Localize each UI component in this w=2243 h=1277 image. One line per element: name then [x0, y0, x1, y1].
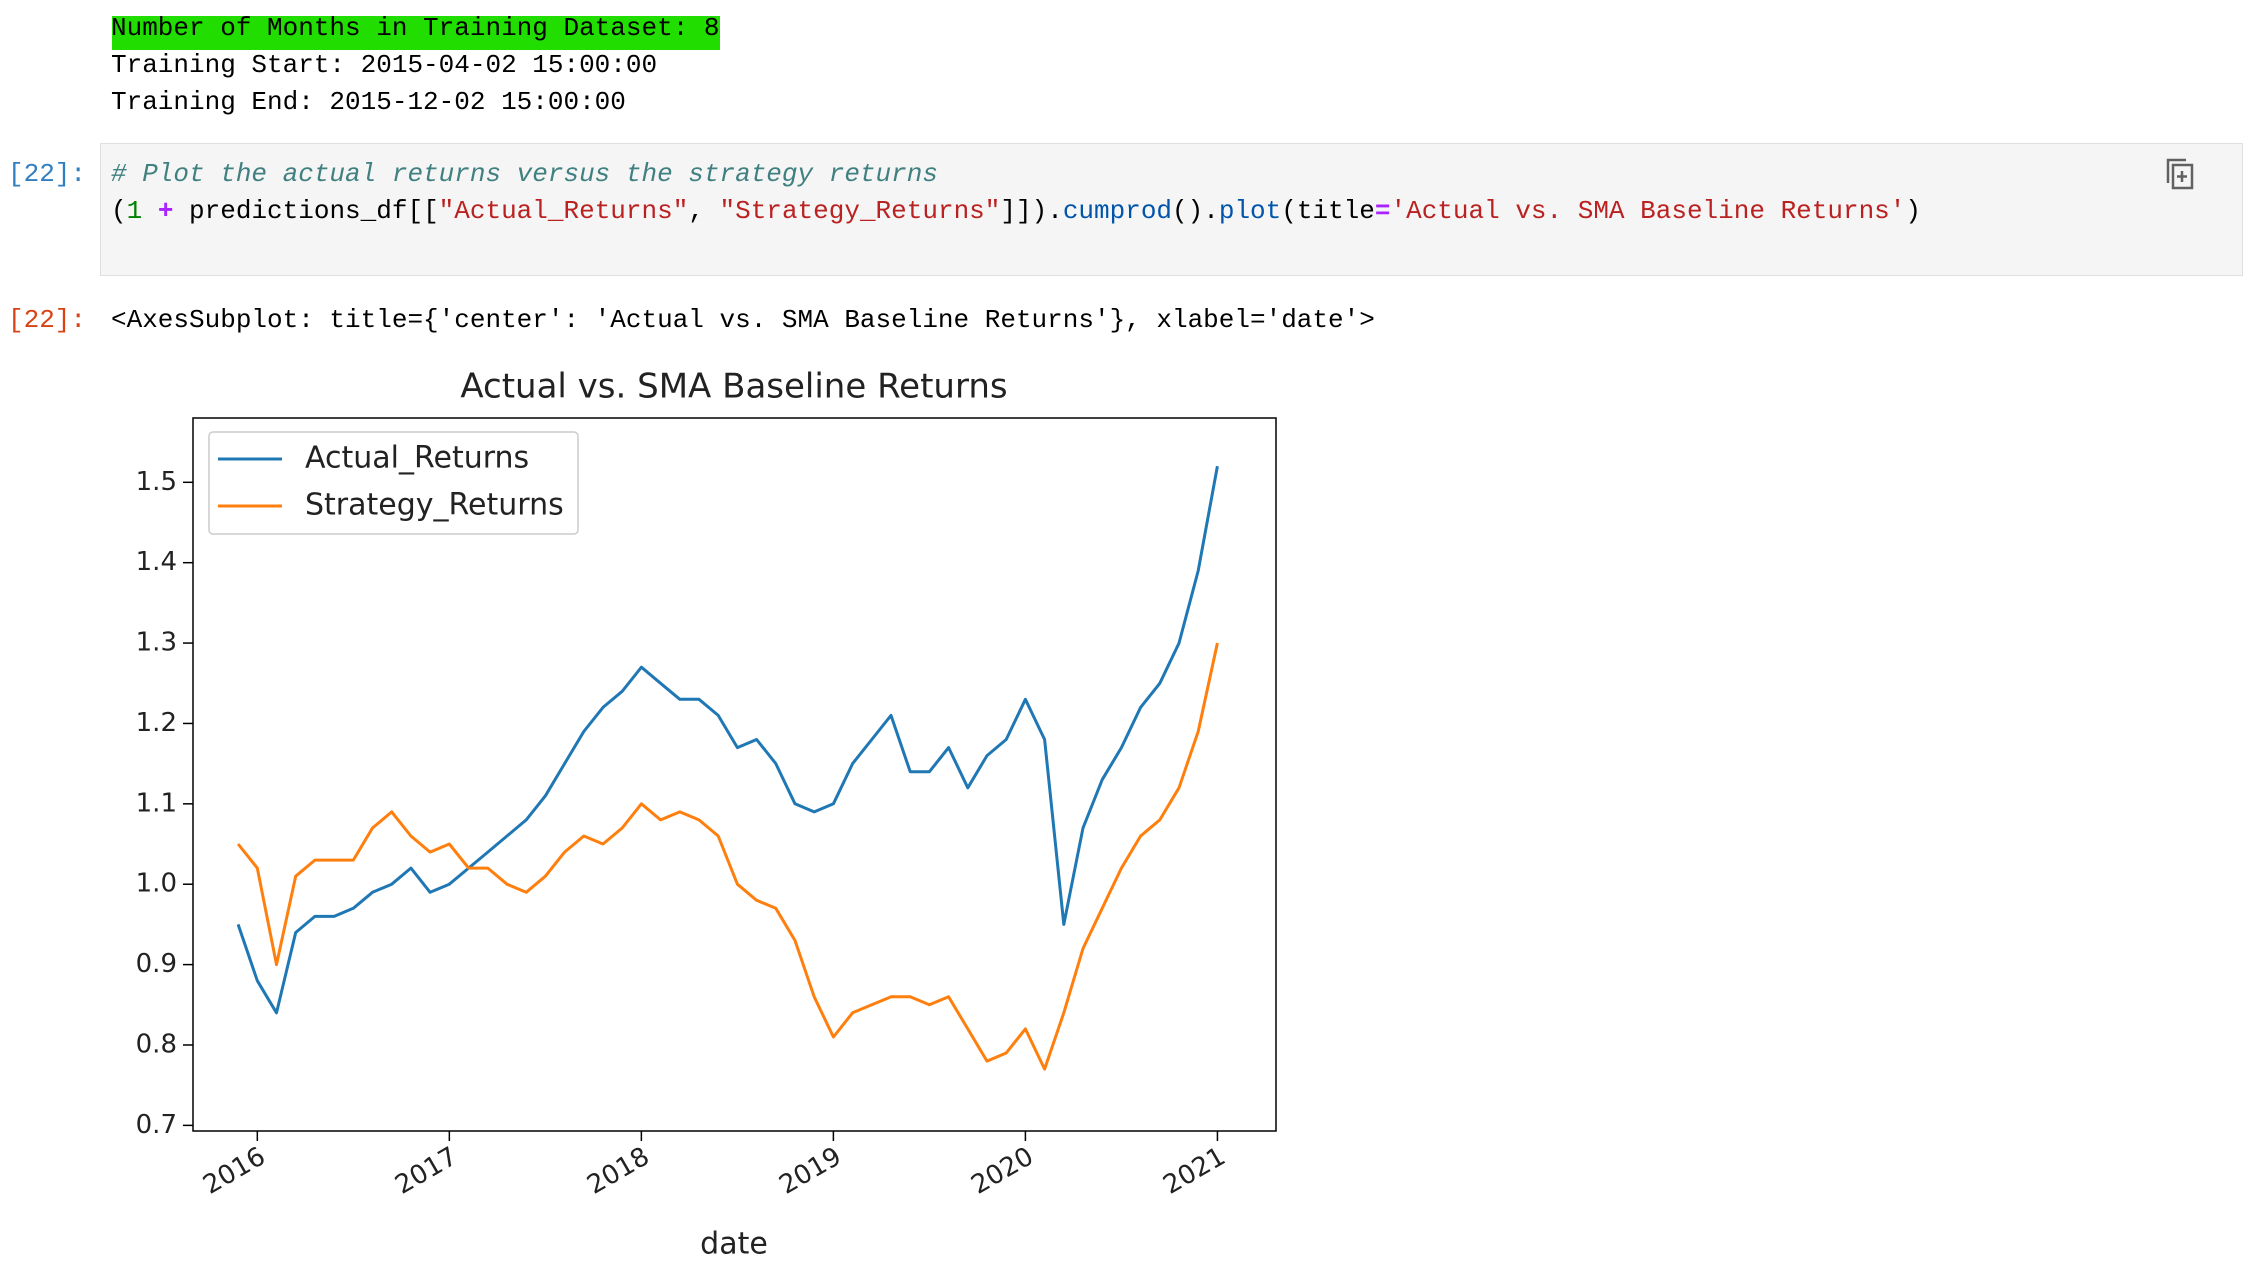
- highlight: [112, 16, 720, 50]
- series-line: [236, 465, 1219, 1015]
- code-token: "Actual_Returns": [438, 196, 689, 226]
- output-repr: <AxesSubplot: title={'center': 'Actual v…: [111, 305, 1375, 335]
- y-tick-label: 1.1: [136, 788, 177, 818]
- x-tick-label: 2020: [966, 1142, 1038, 1201]
- copy-icon[interactable]: [2164, 157, 2196, 191]
- chart: Actual vs. SMA Baseline Returns date 0.7…: [136, 367, 1277, 1262]
- code-token: ().: [1172, 196, 1219, 226]
- chart-title: Actual vs. SMA Baseline Returns: [460, 367, 1007, 407]
- code-token: =: [1374, 196, 1391, 226]
- x-axis-label: date: [700, 1227, 768, 1262]
- plot-frame: [192, 417, 1277, 1132]
- code-token: (: [111, 196, 127, 226]
- y-tick-label: 1.4: [136, 547, 177, 577]
- y-tick-label: 1.2: [136, 708, 177, 738]
- x-tick-label: 2016: [198, 1142, 270, 1201]
- code-token: ]]).: [1000, 196, 1063, 226]
- stream-line: Training Start: 2015-04-02 15:00:00: [111, 50, 658, 80]
- code-token: ): [1905, 196, 1921, 226]
- code-token: +: [142, 196, 190, 226]
- y-tick-label: 0.9: [136, 949, 177, 979]
- series-line: [236, 642, 1219, 1071]
- x-tick-label: 2021: [1158, 1142, 1230, 1201]
- code-token: ,: [688, 196, 720, 226]
- y-tick-label: 0.7: [136, 1110, 177, 1140]
- code-token: 'Actual vs. SMA Baseline Returns': [1390, 196, 1906, 226]
- legend-label: Strategy_Returns: [305, 488, 564, 523]
- code-token: 1: [126, 196, 143, 226]
- x-tick-label: 2018: [582, 1142, 654, 1201]
- code-token: plot: [1218, 196, 1282, 226]
- x-tick-label: 2019: [774, 1142, 846, 1201]
- output-prompt: [22]:: [8, 305, 87, 335]
- y-tick-label: 0.8: [136, 1029, 177, 1059]
- code-comment: # Plot the actual returns versus the str…: [111, 159, 938, 189]
- y-tick-label: 1.0: [136, 869, 177, 899]
- code-token: cumprod: [1062, 196, 1173, 226]
- y-tick-label: 1.5: [136, 467, 177, 497]
- code-line: (1 + predictions_df[["Actual_Returns", "…: [111, 193, 1921, 230]
- code-token: (title: [1281, 196, 1375, 226]
- input-prompt: [22]:: [8, 159, 87, 189]
- code-cell[interactable]: [100, 143, 2243, 276]
- stream-line: Training End: 2015-12-02 15:00:00: [111, 87, 626, 117]
- code-token: predictions_df[[: [189, 196, 439, 226]
- stream-line: Number of Months in Training Dataset: 8: [111, 13, 720, 43]
- x-tick-label: 2017: [390, 1142, 462, 1201]
- code-token: "Strategy_Returns": [719, 196, 1001, 226]
- y-tick-label: 1.3: [136, 628, 177, 658]
- legend-label: Actual_Returns: [305, 441, 529, 476]
- legend-box: [208, 431, 579, 535]
